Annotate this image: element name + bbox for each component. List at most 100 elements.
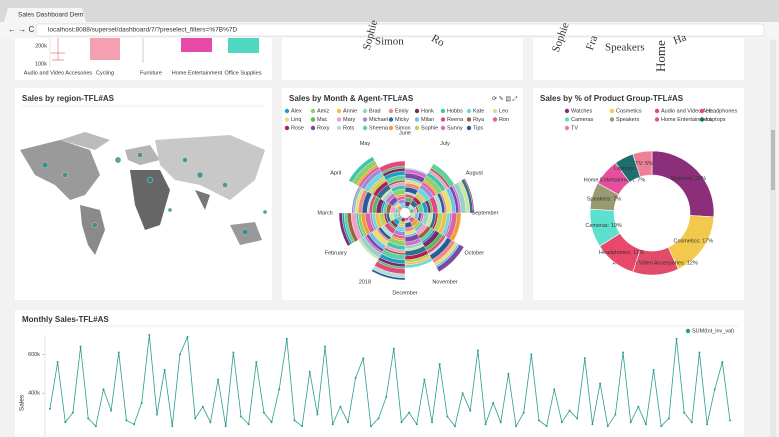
line-point <box>224 425 227 428</box>
legend-swatch <box>699 117 705 122</box>
legend-label: Rots <box>343 125 355 131</box>
line-point <box>301 425 304 428</box>
address-bar[interactable] <box>35 23 765 37</box>
legend-swatch <box>466 117 472 122</box>
line-point <box>431 421 434 424</box>
line-point <box>423 378 426 381</box>
y-tick-label: 200k <box>35 43 47 49</box>
month-label: December <box>392 290 418 296</box>
legend-swatch <box>310 125 316 131</box>
legend-swatch <box>440 117 446 122</box>
legend-swatch <box>388 108 394 114</box>
line-point <box>79 345 82 348</box>
line-point <box>545 425 548 428</box>
x-tick-label: Cycling <box>96 70 114 76</box>
month-label: October <box>464 250 484 256</box>
line-point <box>553 388 556 391</box>
line-point <box>377 417 380 420</box>
word: Simon <box>375 36 404 48</box>
legend-label: Ron <box>499 117 509 123</box>
legend-label: Cosmetics <box>616 108 642 114</box>
panel-controls[interactable]: ⟳ ✎ ▤ ⤢ <box>492 96 518 103</box>
line-point <box>232 351 235 354</box>
legend-label: Laptops <box>706 117 726 123</box>
legend-swatch <box>284 108 290 114</box>
donut-chart: Sales by % of Product Group-TFL#AS Watche… <box>540 94 737 276</box>
legend-swatch <box>414 125 420 131</box>
legend-swatch <box>654 108 660 114</box>
slice-label: Watches: 26% <box>671 176 706 182</box>
legend-label: Annie <box>343 108 357 114</box>
donut-slice <box>632 150 653 178</box>
line-point <box>354 376 357 379</box>
legend-swatch <box>284 125 290 131</box>
line-series <box>49 334 731 428</box>
month-label: July <box>440 141 450 147</box>
box <box>181 38 212 52</box>
line-point <box>385 396 388 399</box>
word: Ha <box>672 31 688 47</box>
box <box>51 38 65 61</box>
scrollbar[interactable] <box>770 40 776 437</box>
legend-label: Alex <box>291 108 302 114</box>
line-point <box>415 423 418 426</box>
legend-label: TV <box>571 125 578 131</box>
legend-label: Brad <box>369 108 381 114</box>
line-point <box>178 353 181 356</box>
legend-swatch <box>362 117 368 122</box>
legend-swatch <box>362 108 368 114</box>
line-point <box>568 409 571 412</box>
polar-segment <box>378 160 406 173</box>
month-label: June <box>399 130 411 136</box>
slice-label: Audio and Video Accessories: 12% <box>613 260 698 266</box>
word: Home <box>653 40 668 72</box>
line-point <box>278 388 281 391</box>
line-point <box>469 409 472 412</box>
slice-label: Headphones: 11% <box>599 250 644 256</box>
line-point <box>148 334 151 336</box>
line-point <box>713 388 716 391</box>
polar-segment <box>436 244 465 273</box>
legend-label: Hobbs <box>447 108 463 114</box>
slice-label: Speakers: 7% <box>587 197 621 203</box>
line-point <box>293 419 296 422</box>
y-tick-label: 600k <box>28 352 40 358</box>
tab[interactable] <box>4 8 86 22</box>
legend-swatch <box>336 108 342 114</box>
line-point <box>94 425 97 428</box>
legend-label: Micky <box>395 117 409 123</box>
word: Speakers <box>605 42 645 54</box>
legend-label: Milan <box>421 117 434 123</box>
nav-buttons[interactable]: ← → C <box>8 25 34 34</box>
month-label: September <box>472 210 499 216</box>
polar-segment <box>348 156 375 183</box>
month-label: November <box>432 280 458 286</box>
line-point <box>362 357 365 360</box>
line-point <box>537 419 540 422</box>
line-point <box>285 337 288 340</box>
line-point <box>186 335 189 338</box>
month-label: 2018 <box>359 280 371 286</box>
legend-label: Reena <box>447 117 464 123</box>
legend-label: Riya <box>473 117 485 123</box>
line-point <box>560 421 563 424</box>
line-point <box>622 351 625 354</box>
scroll-thumb[interactable] <box>771 130 775 190</box>
line-point <box>690 421 693 424</box>
polar-chart: Alex Amiz Annie Brad Emily Hank Hobbs Kate Leo Li… <box>284 108 509 296</box>
line-point <box>140 401 143 404</box>
line-point <box>392 347 395 350</box>
line-point <box>675 337 678 340</box>
x-tick-label: Furniture <box>140 70 162 76</box>
line-point <box>660 425 663 428</box>
line-point <box>637 405 640 408</box>
line-point <box>125 419 128 422</box>
line-point <box>110 409 113 412</box>
slice-label: TV: 5% <box>635 161 653 167</box>
line-point <box>369 425 372 428</box>
line-point <box>201 405 204 408</box>
slice-label: Cosmetics: 17% <box>673 239 713 245</box>
line-point <box>194 417 197 420</box>
line-point <box>308 370 311 373</box>
